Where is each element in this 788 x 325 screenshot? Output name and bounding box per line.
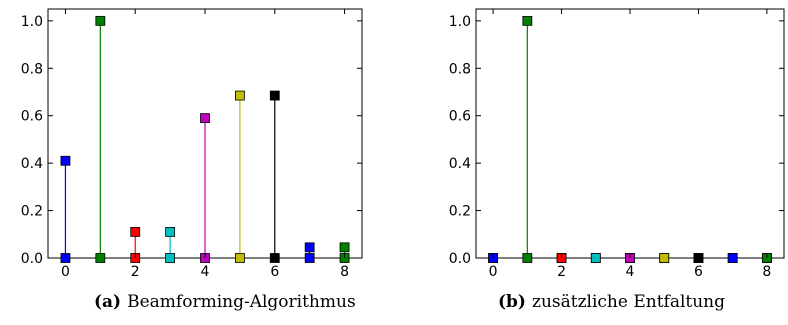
x-tick-label-2: 4 <box>626 264 635 280</box>
stem-head-marker-2 <box>130 227 141 237</box>
stem-head-marker-6 <box>269 90 280 101</box>
y-tick-label-1: 0.2 <box>449 204 471 220</box>
stem-base-marker-1 <box>95 253 106 263</box>
x-tick-label-0: 0 <box>489 264 498 280</box>
stem-base-marker-1 <box>522 253 533 263</box>
caption-b-tag: (b) <box>498 292 526 312</box>
caption-b-text: zusätzliche Entfaltung <box>531 292 726 312</box>
stem-base-marker-7 <box>304 253 315 263</box>
x-tick-label-4: 8 <box>762 264 771 280</box>
y-tick-label-2: 0.4 <box>21 156 43 172</box>
x-tick-label-1: 2 <box>131 264 140 280</box>
x-tick-label-3: 6 <box>270 264 279 280</box>
y-tick-label-3: 0.6 <box>21 109 43 125</box>
stem-base-marker-5 <box>234 253 245 263</box>
plot-frame <box>475 8 785 259</box>
stem-head-marker-5 <box>659 253 670 263</box>
caption-a-text: Beamforming-Algorithmus <box>127 292 356 312</box>
stem-head-marker-1 <box>522 15 533 26</box>
stem-head-marker-8 <box>339 242 350 253</box>
caption-a: (a) Beamforming-Algorithmus <box>94 292 356 312</box>
stem-head-marker-3 <box>165 227 176 237</box>
stem-head-marker-3 <box>590 253 601 263</box>
stem-head-marker-7 <box>304 242 315 253</box>
stem-head-marker-1 <box>95 15 106 26</box>
y-tick-label-0: 0.0 <box>449 251 471 267</box>
y-tick-label-1: 0.2 <box>21 204 43 220</box>
stem-base-marker-3 <box>165 253 176 263</box>
x-tick-label-2: 4 <box>201 264 210 280</box>
y-tick-label-2: 0.4 <box>449 156 471 172</box>
x-tick-label-0: 0 <box>61 264 70 280</box>
caption-b: (b) zusätzliche Entfaltung <box>498 292 725 312</box>
stem-head-marker-7 <box>727 253 738 263</box>
stem-head-marker-5 <box>234 90 245 101</box>
y-tick-label-5: 1.0 <box>449 14 471 30</box>
x-tick-label-3: 6 <box>694 264 703 280</box>
x-tick-label-4: 8 <box>340 264 349 280</box>
stem-head-marker-0 <box>60 155 71 166</box>
y-tick-label-3: 0.6 <box>449 109 471 125</box>
y-tick-label-5: 1.0 <box>21 14 43 30</box>
y-tick-label-4: 0.8 <box>449 61 471 77</box>
y-tick-label-4: 0.8 <box>21 61 43 77</box>
chart-panel-a: 0 2 4 6 8 0.0 0.2 0.4 0.6 0.8 1.0 <box>21 8 363 280</box>
chart-panel-b: 0 2 4 6 8 0.0 0.2 0.4 0.6 0.8 1.0 <box>449 8 785 280</box>
y-tick-label-0: 0.0 <box>21 251 43 267</box>
x-tick-label-1: 2 <box>557 264 566 280</box>
stem-head-marker-4 <box>200 113 210 123</box>
caption-a-tag: (a) <box>94 292 122 312</box>
